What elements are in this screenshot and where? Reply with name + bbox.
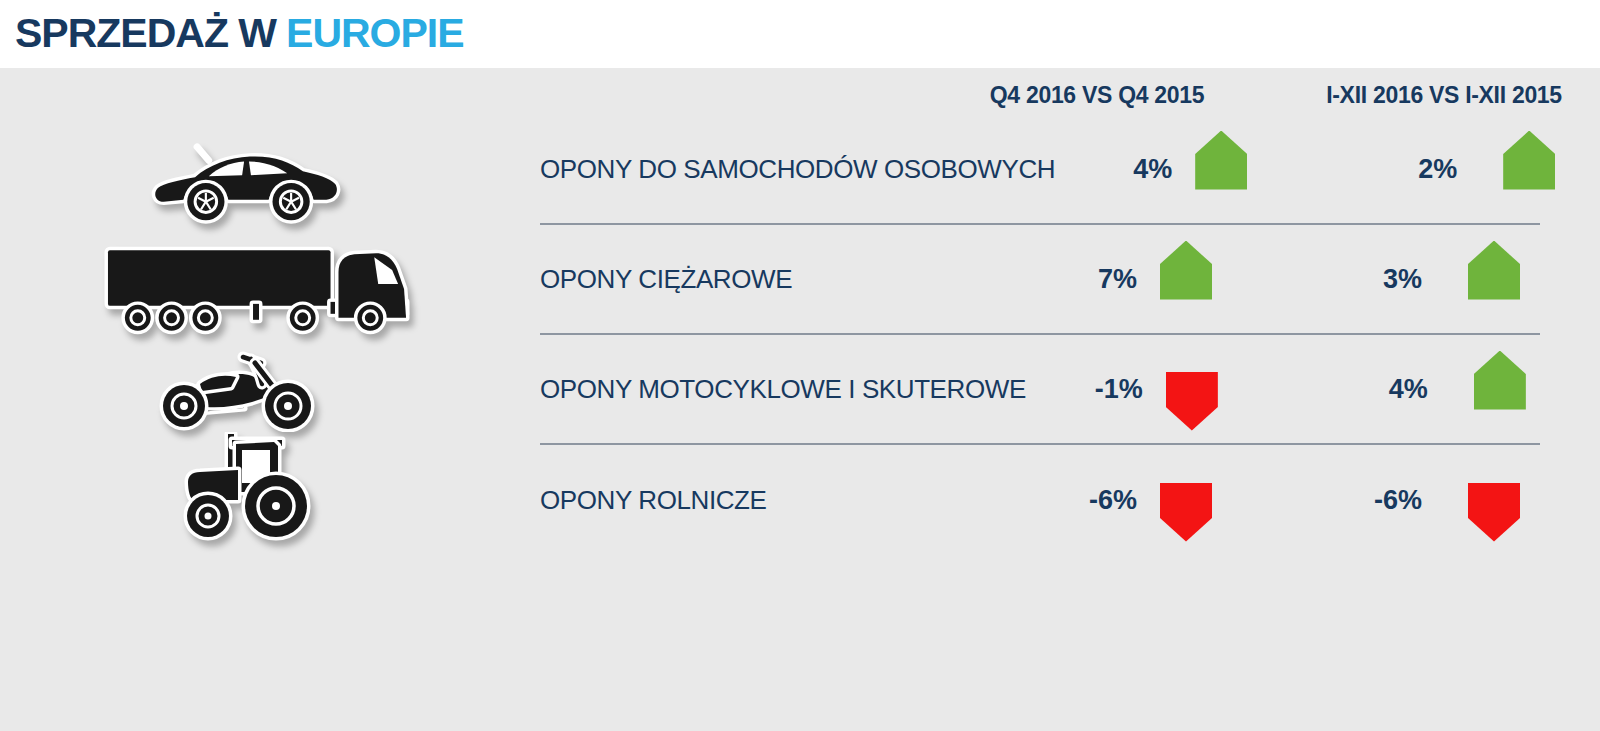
fy-value: -6% xyxy=(1212,485,1422,516)
column-header-fullyear: I-XII 2016 VS I-XII 2015 xyxy=(1326,82,1562,109)
column-header-q4: Q4 2016 VS Q4 2015 xyxy=(990,82,1205,109)
table-header-row: Q4 2016 VS Q4 2015 I-XII 2016 VS I-XII 2… xyxy=(540,82,1540,115)
down-arrow-icon xyxy=(1468,483,1520,542)
q4-value: 4% xyxy=(1055,154,1172,185)
title-part2: EUROPIE xyxy=(286,10,464,56)
row-label: OPONY DO SAMOCHODÓW OSOBOWYCH xyxy=(540,154,1055,185)
down-arrow-icon xyxy=(1160,483,1212,542)
table-row: OPONY CIĘŻAROWE 7% 3% xyxy=(540,225,1540,335)
page-header: SPRZEDAŻ WEUROPIE xyxy=(0,0,1600,68)
tractor-icon xyxy=(178,432,314,542)
row-label: OPONY MOTOCYKLOWE I SKUTEROWE xyxy=(540,374,1026,405)
fy-value: 2% xyxy=(1247,154,1457,185)
row-label: OPONY ROLNICZE xyxy=(540,485,1020,516)
up-arrow-icon xyxy=(1474,351,1526,410)
truck-icon xyxy=(104,234,412,336)
q4-value: 7% xyxy=(1020,264,1137,295)
up-arrow-icon xyxy=(1503,131,1555,190)
fy-value: 3% xyxy=(1212,264,1422,295)
table-row: OPONY DO SAMOCHODÓW OSOBOWYCH 4% 2% xyxy=(540,115,1540,225)
sales-table: Q4 2016 VS Q4 2015 I-XII 2016 VS I-XII 2… xyxy=(540,82,1540,555)
q4-value: -1% xyxy=(1026,374,1143,405)
up-arrow-icon xyxy=(1468,241,1520,300)
car-icon xyxy=(150,140,346,232)
up-arrow-icon xyxy=(1160,241,1212,300)
table-row: OPONY ROLNICZE -6% -6% xyxy=(540,445,1540,555)
row-label: OPONY CIĘŻAROWE xyxy=(540,264,1020,295)
page-title: SPRZEDAŻ WEUROPIE xyxy=(0,0,1600,66)
up-arrow-icon xyxy=(1195,131,1247,190)
fy-value: 4% xyxy=(1218,374,1428,405)
motorcycle-icon xyxy=(156,340,316,432)
table-row: OPONY MOTOCYKLOWE I SKUTEROWE -1% 4% xyxy=(540,335,1540,445)
q4-value: -6% xyxy=(1020,485,1137,516)
down-arrow-icon xyxy=(1166,372,1218,431)
title-part1: SPRZEDAŻ W xyxy=(15,10,276,56)
table-rows: OPONY DO SAMOCHODÓW OSOBOWYCH 4% 2% OPON… xyxy=(540,115,1540,555)
